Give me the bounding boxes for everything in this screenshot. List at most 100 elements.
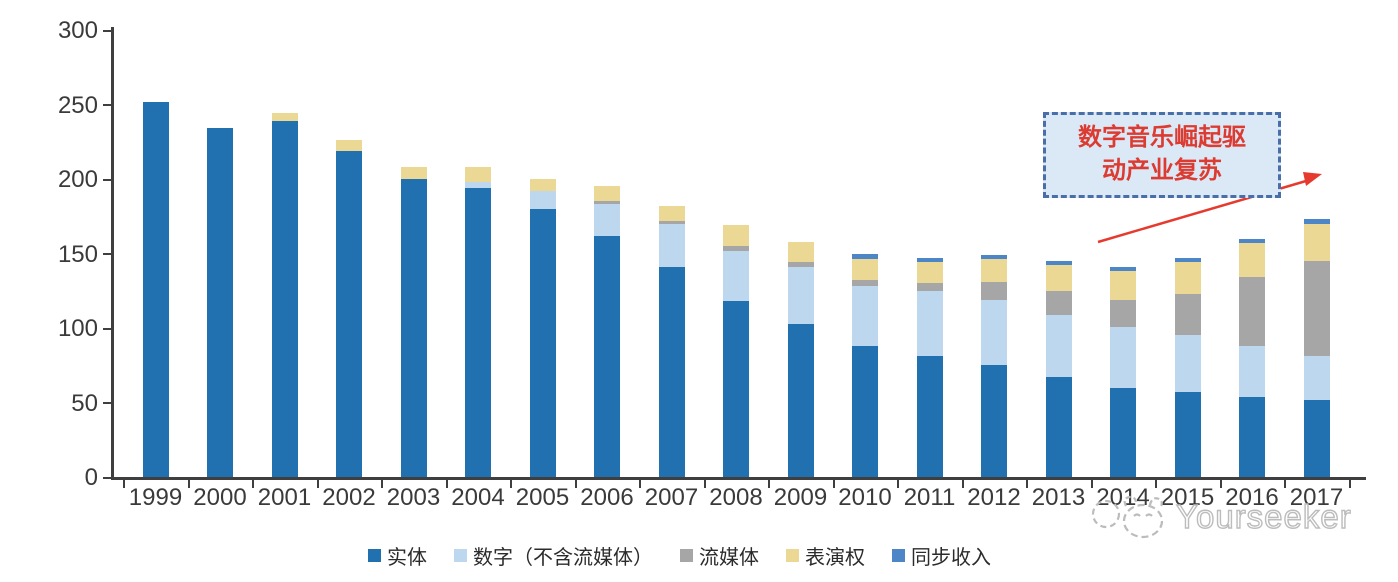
y-tick [103, 253, 112, 255]
annotation-text-line1: 数字音乐崛起驱 [1078, 125, 1246, 151]
bar-segment [981, 254, 1007, 260]
bar-segment [1110, 271, 1136, 300]
x-tick-label: 2001 [257, 484, 312, 511]
bar-segment [723, 250, 749, 302]
bar-segment [1045, 314, 1072, 378]
cat-face-logo-icon [1091, 495, 1164, 539]
bar-segment [1303, 399, 1330, 477]
legend-swatch-icon [368, 549, 381, 562]
x-tick-label: 2015 [1160, 484, 1215, 511]
bar-segment [852, 345, 878, 477]
x-tick [316, 480, 319, 488]
bar-segment [658, 205, 685, 221]
bar-segment [400, 167, 427, 179]
x-tick [252, 480, 255, 488]
x-tick-label: 2003 [386, 484, 441, 511]
bar-segment [529, 190, 556, 209]
bar-segment [1303, 219, 1330, 224]
bar-segment [787, 262, 814, 267]
bar-segment [465, 181, 491, 188]
y-tick-label: 200 [57, 166, 98, 193]
legend: 实体 数字（不含流媒体） 流媒体 表演权 同步收入 [368, 541, 991, 570]
bar-segment [1110, 266, 1136, 272]
x-tick [639, 480, 642, 488]
x-tick-label: 2011 [903, 484, 956, 511]
y-tick [103, 104, 112, 106]
x-tick [897, 480, 900, 488]
bar-segment [142, 101, 169, 477]
x-tick-label: 2013 [1031, 484, 1086, 511]
x-tick-label: 2006 [580, 484, 634, 511]
legend-label: 表演权 [805, 547, 865, 569]
y-tick [103, 29, 112, 32]
bar-segment [1174, 293, 1201, 336]
x-tick [381, 480, 384, 488]
x-tick-label: 1999 [128, 484, 183, 511]
bar-segment [1239, 238, 1265, 244]
legend-label: 同步收入 [911, 547, 991, 569]
y-axis-line [111, 27, 114, 480]
bar-segment [1303, 356, 1330, 400]
bar-segment [916, 283, 943, 291]
annotation-text-line2: 动产业复苏 [1102, 158, 1222, 184]
bar-segment [1174, 392, 1201, 477]
x-tick [1155, 480, 1158, 488]
bar-segment [658, 266, 685, 477]
y-tick-label: 100 [57, 315, 98, 342]
legend-swatch-icon [892, 549, 905, 562]
y-tick-label: 0 [84, 464, 98, 491]
bar-segment [271, 120, 298, 477]
bar-segment [981, 281, 1007, 300]
x-tick [445, 480, 448, 488]
bar-segment [207, 128, 233, 477]
bar-segment [916, 356, 943, 477]
bar-segment [1045, 377, 1072, 477]
watermark: Yourseeker [1088, 492, 1352, 542]
x-axis-line [111, 477, 1366, 480]
y-tick-label: 150 [57, 240, 98, 268]
annotation-box: 数字音乐崛起驱 动产业复苏 [1043, 112, 1281, 198]
bar-segment [1239, 277, 1265, 346]
x-tick-label: 2014 [1096, 484, 1150, 511]
bar-segment [1110, 326, 1136, 388]
bar-segment [981, 299, 1007, 366]
legend-swatch-icon [786, 549, 799, 562]
x-tick-label: 2016 [1225, 484, 1279, 511]
bar-segment [594, 235, 620, 477]
bar-segment [852, 280, 878, 287]
bar-segment [594, 186, 620, 202]
y-tick [103, 476, 112, 479]
bar-segment [594, 201, 620, 205]
bar-segment [723, 301, 749, 477]
x-tick [574, 480, 577, 488]
x-tick [510, 480, 513, 488]
bar-segment [529, 208, 556, 477]
bar-segment [465, 187, 491, 477]
bar-segment [1239, 243, 1265, 278]
x-tick [1090, 480, 1093, 488]
bar-segment [852, 259, 878, 281]
bar-segment [787, 323, 814, 477]
x-tick-label: 2004 [451, 484, 505, 511]
legend-swatch-icon [454, 549, 467, 562]
legend-item: 数字（不含流媒体） [454, 541, 653, 570]
y-tick-label: 250 [57, 91, 98, 119]
bar-segment [1239, 345, 1265, 397]
bar-segment [852, 286, 878, 346]
y-tick [103, 178, 112, 181]
y-tick [103, 327, 112, 330]
bar-segment [787, 241, 814, 263]
bar-segment [1045, 265, 1072, 291]
bar-segment [916, 290, 943, 357]
x-tick-label: 2012 [967, 484, 1021, 511]
bar-segment [981, 259, 1007, 282]
legend-item: 实体 [368, 541, 427, 570]
bar-segment [1174, 335, 1201, 393]
bar-segment [787, 266, 814, 324]
y-tick-label: 300 [57, 17, 98, 44]
watermark-brand: Yourseeker [1175, 497, 1352, 535]
x-tick-label: 2007 [644, 484, 699, 511]
bar-segment [1239, 396, 1265, 477]
bar-segment [465, 167, 491, 182]
